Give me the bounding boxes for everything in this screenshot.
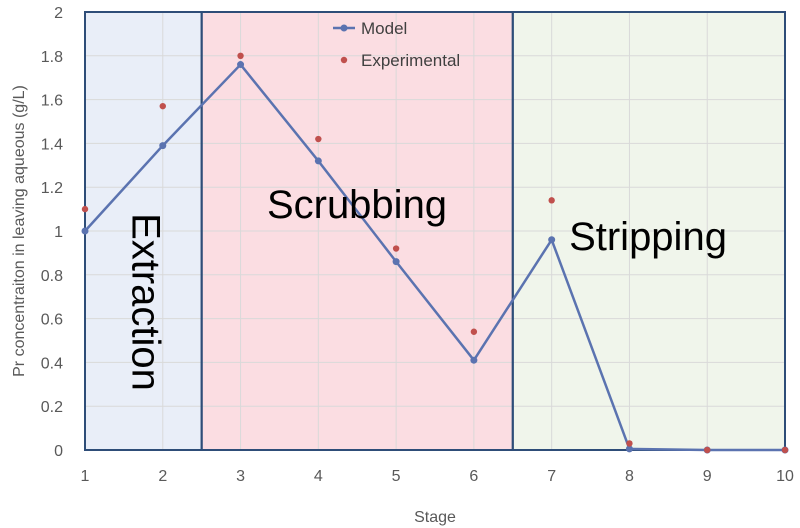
y-tick-label: 0.4 xyxy=(41,355,63,372)
legend-label: Experimental xyxy=(361,51,460,70)
model-point xyxy=(470,356,478,364)
x-tick-label: 7 xyxy=(547,468,556,485)
x-tick-label: 9 xyxy=(703,468,712,485)
x-tick-label: 4 xyxy=(314,468,323,485)
legend-item-experimental: Experimental xyxy=(340,51,460,70)
x-tick-label: 2 xyxy=(158,468,167,485)
model-point xyxy=(392,258,400,266)
region-label-extraction: Extraction xyxy=(123,213,167,391)
y-axis-title: Pr concentraiton in leaving aqueous (g/L… xyxy=(11,85,28,377)
experimental-point xyxy=(81,205,89,213)
legend-item-model: Model xyxy=(333,19,407,38)
y-tick-label: 0.6 xyxy=(41,312,63,329)
model-point xyxy=(625,445,633,453)
experimental-point xyxy=(470,328,478,335)
x-tick-label: 8 xyxy=(625,468,634,485)
x-axis-title: Stage xyxy=(414,509,456,526)
experimental-point xyxy=(315,135,322,143)
experimental-point xyxy=(159,102,166,110)
series-line-model xyxy=(84,63,785,452)
x-tick-label: 1 xyxy=(81,468,90,485)
model-point xyxy=(237,61,245,69)
experimental-point xyxy=(548,197,555,204)
legend-swatch-marker xyxy=(340,56,348,64)
y-tick-label: 1.8 xyxy=(41,49,63,66)
series xyxy=(81,52,789,454)
region-label-stripping: Stripping xyxy=(569,215,727,259)
legend: Model Experimental xyxy=(333,19,460,70)
legend-swatch-marker xyxy=(340,24,348,32)
model-point xyxy=(159,142,167,150)
region-label-scrubbing: Scrubbing xyxy=(267,183,447,227)
y-tick-label: 1.2 xyxy=(41,180,63,197)
region-labels: Extraction Scrubbing Stripping xyxy=(123,183,727,391)
experimental-point xyxy=(704,446,711,454)
y-tick-label: 2 xyxy=(54,5,63,22)
y-tick-label: 0.2 xyxy=(41,399,63,416)
y-tick-label: 1.4 xyxy=(41,136,63,153)
y-tick-label: 0 xyxy=(54,443,63,460)
y-tick-label: 0.8 xyxy=(41,268,63,285)
model-point xyxy=(314,157,322,165)
y-tick-label: 1 xyxy=(54,224,63,241)
experimental-point xyxy=(781,446,789,454)
x-tick-label: 3 xyxy=(236,468,245,485)
experimental-point xyxy=(237,52,244,59)
model-point xyxy=(548,236,556,244)
x-tick-label: 10 xyxy=(776,468,794,485)
model-point xyxy=(81,227,89,235)
y-tick-label: 1.6 xyxy=(41,93,63,110)
tick-labels: 0 0.2 0.4 0.6 0.8 1 1.2 1.4 1.6 1.8 2 1 2 3 4 5 6 7 8 9 10 xyxy=(41,5,794,485)
experimental-point xyxy=(392,245,400,252)
series-experimental xyxy=(81,52,789,454)
x-tick-label: 6 xyxy=(469,468,478,485)
x-tick-label: 5 xyxy=(392,468,401,485)
legend-label: Model xyxy=(361,19,407,38)
experimental-point xyxy=(626,440,633,447)
